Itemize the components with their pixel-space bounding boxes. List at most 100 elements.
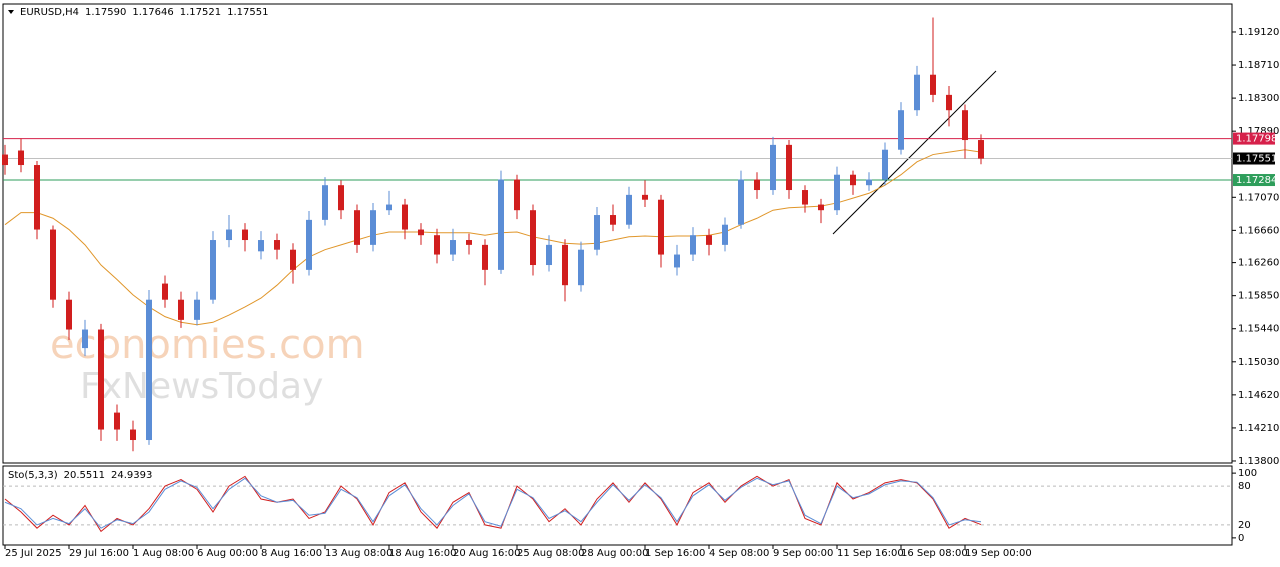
- candle-body: [482, 244, 488, 270]
- candle-body: [738, 179, 744, 225]
- candle-body: [914, 74, 920, 111]
- x-tick-label: 25 Aug 08:00: [517, 548, 584, 559]
- candle-body: [674, 254, 680, 268]
- x-tick-label: 9 Sep 00:00: [773, 548, 833, 559]
- x-tick-label: 20 Aug 16:00: [453, 548, 520, 559]
- stoch-header: Sto(5,3,3) 20.5511 24.9393: [8, 470, 152, 481]
- candle-body: [290, 249, 296, 270]
- y-tick-label: 1.17070: [1238, 192, 1279, 203]
- price-label-box: [1233, 132, 1275, 145]
- candle-body: [130, 429, 136, 441]
- y-tick-label: 1.15030: [1238, 357, 1279, 368]
- candle-body: [450, 240, 456, 255]
- y-tick-label: 20: [1238, 520, 1251, 531]
- candle-body: [418, 229, 424, 236]
- y-tick-label: 1.16660: [1238, 225, 1279, 236]
- stoch-line: [4, 477, 982, 529]
- y-tick-label: 1.19120: [1238, 27, 1279, 38]
- y-tick-label: 1.17890: [1238, 126, 1279, 137]
- candle-body: [178, 299, 184, 320]
- stoch-value: 20.5511: [64, 470, 105, 481]
- candle-body: [786, 144, 792, 191]
- candle-body: [66, 299, 72, 330]
- y-tick-label: 100: [1238, 468, 1257, 479]
- y-tick-label: 1.13800: [1238, 456, 1279, 467]
- menu-arrow: [8, 10, 14, 14]
- ohlc-value: 1.17590: [85, 7, 126, 18]
- candle-body: [594, 215, 600, 250]
- main-panel: [2, 3, 1233, 464]
- candle-body: [978, 140, 984, 159]
- candle-body: [82, 329, 88, 349]
- candle-body: [610, 215, 616, 225]
- candle-body: [850, 174, 856, 186]
- y-tick-label: 1.14210: [1238, 423, 1279, 434]
- stoch-line: [4, 475, 982, 533]
- candle-body: [930, 74, 936, 95]
- ohlc-value: 1.17646: [132, 7, 173, 18]
- candle-body: [498, 179, 504, 270]
- price-label: 1.17551: [1236, 154, 1277, 165]
- candle-body: [546, 244, 552, 266]
- y-tick-label: 1.18710: [1238, 60, 1279, 71]
- candle-body: [18, 150, 24, 166]
- candle-body: [226, 229, 232, 241]
- candle-body: [354, 210, 360, 245]
- x-tick-label: 18 Aug 16:00: [389, 548, 456, 559]
- y-tick-label: 1.14620: [1238, 390, 1279, 401]
- candle-body: [146, 299, 152, 441]
- ohlc-value: 1.17551: [227, 7, 268, 18]
- x-tick-label: 19 Sep 00:00: [965, 548, 1032, 559]
- candle-body: [338, 185, 344, 211]
- candle-body: [642, 194, 648, 200]
- stoch-title: Sto(5,3,3): [8, 470, 58, 481]
- x-tick-label: 16 Sep 08:00: [901, 548, 968, 559]
- candle-body: [274, 240, 280, 250]
- candle-body: [370, 210, 376, 245]
- candle-body: [322, 185, 328, 220]
- candle-body: [50, 229, 56, 300]
- x-tick-label: 29 Jul 16:00: [69, 548, 129, 559]
- x-tick-label: 13 Aug 08:00: [325, 548, 392, 559]
- x-tick-label: 4 Sep 08:00: [709, 548, 769, 559]
- stoch-panel: [2, 465, 1233, 546]
- y-tick-label: 1.15440: [1238, 324, 1279, 335]
- candle-body: [306, 219, 312, 270]
- x-tick-label: 28 Aug 00:00: [581, 548, 648, 559]
- candle-body: [898, 110, 904, 150]
- candle-body: [754, 179, 760, 191]
- candle-body: [770, 144, 776, 191]
- candle-body: [402, 204, 408, 230]
- price-label-box: [1233, 152, 1275, 165]
- candle-body: [626, 194, 632, 225]
- candle-body: [242, 229, 248, 241]
- y-tick-label: 80: [1238, 481, 1251, 492]
- price-label: 1.17798: [1236, 134, 1277, 145]
- candle-body: [386, 204, 392, 211]
- symbol: EURUSD,H4: [20, 7, 79, 18]
- ohlc-value: 1.17521: [180, 7, 221, 18]
- candle-body: [210, 240, 216, 300]
- y-tick-label: 1.16260: [1238, 258, 1279, 269]
- candle-body: [162, 283, 168, 300]
- watermark: economies.com FxNewsToday: [50, 322, 365, 407]
- candle-body: [866, 179, 872, 186]
- candle-body: [514, 179, 520, 211]
- trend-line: [832, 70, 997, 235]
- candle-body: [530, 210, 536, 266]
- candle-body: [946, 94, 952, 111]
- x-tick-label: 25 Jul 2025: [5, 548, 62, 559]
- candle-body: [882, 149, 888, 180]
- candle-body: [34, 165, 40, 230]
- candle-body: [114, 412, 120, 430]
- x-tick-label: 8 Aug 16:00: [261, 548, 322, 559]
- x-tick-label: 6 Aug 00:00: [197, 548, 258, 559]
- price-label: 1.17284: [1236, 175, 1277, 186]
- chart-header: EURUSD,H4 1.17590 1.17646 1.17521 1.17551: [20, 7, 268, 18]
- candle-body: [706, 235, 712, 245]
- x-tick-label: 11 Sep 16:00: [837, 548, 904, 559]
- candle-body: [802, 190, 808, 205]
- candle-body: [466, 240, 472, 245]
- y-tick-label: 1.18300: [1238, 93, 1279, 104]
